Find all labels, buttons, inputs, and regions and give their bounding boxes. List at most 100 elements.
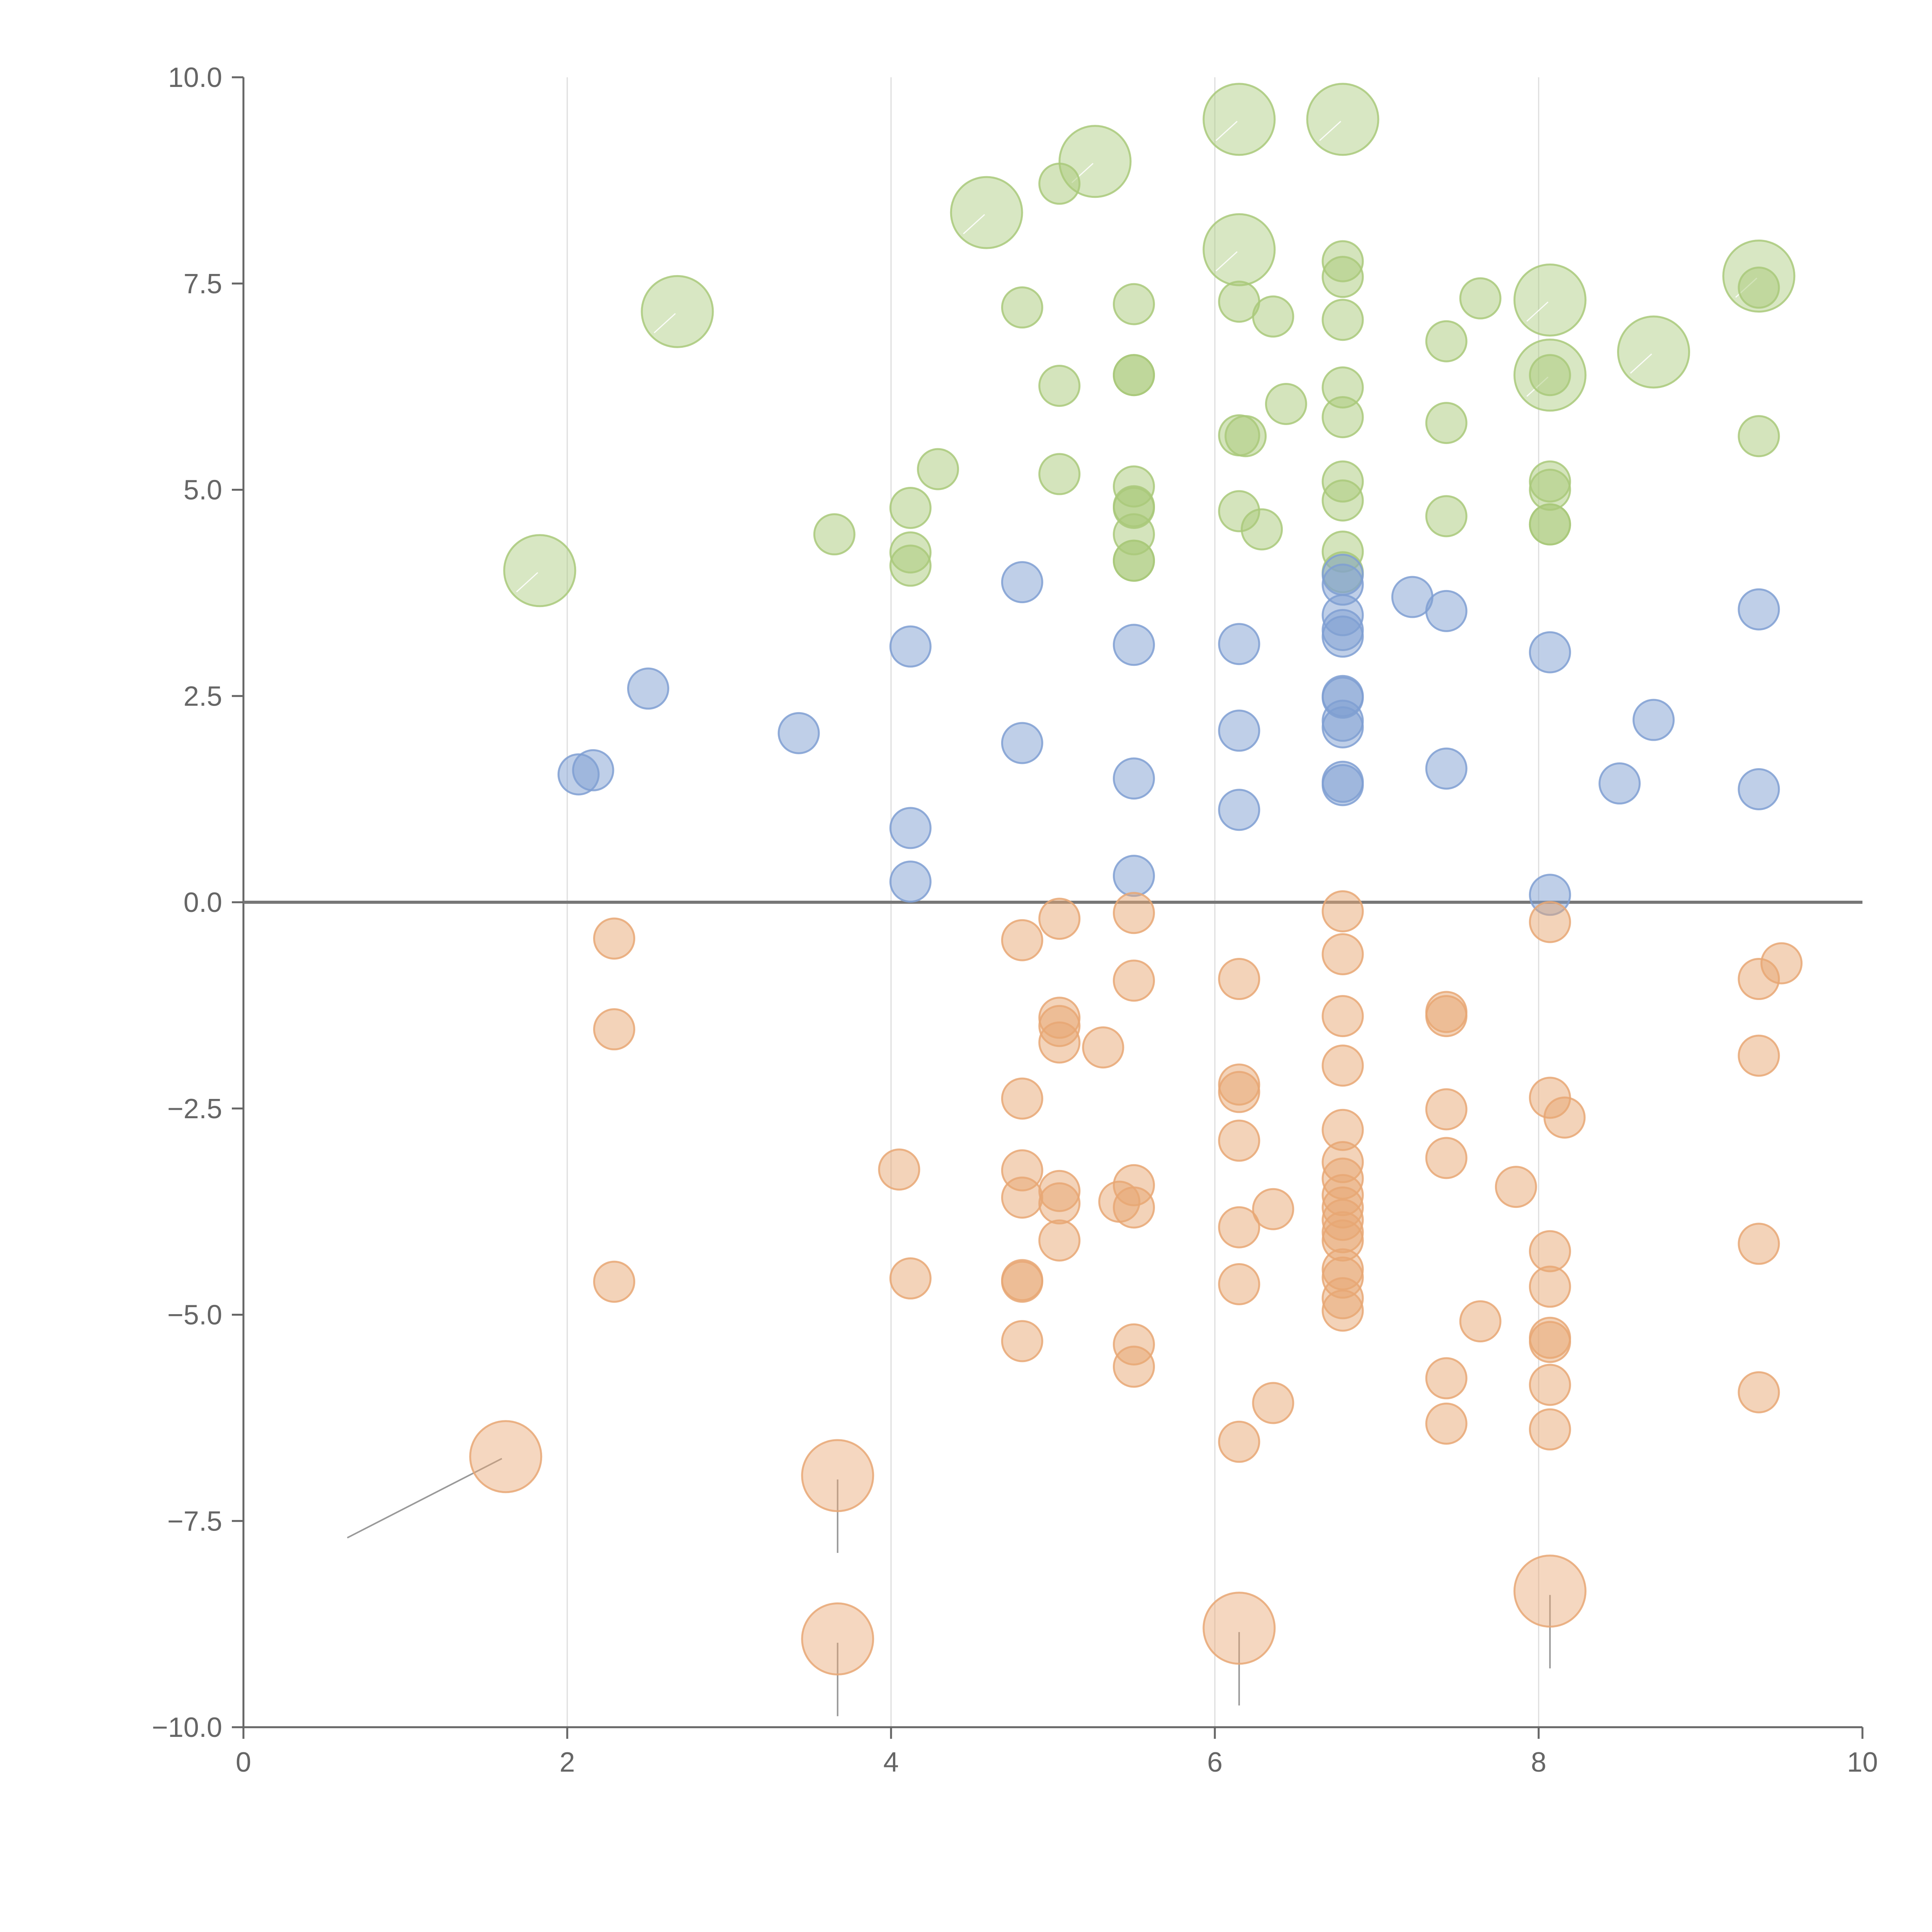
point-negative: [1113, 892, 1155, 934]
point-negative: [1321, 890, 1364, 932]
x-tick-label: 10: [1847, 1747, 1878, 1778]
inner-leader-line: [1215, 251, 1238, 272]
y-tick-label: 7.5: [184, 269, 222, 299]
point-negative: [1529, 1321, 1571, 1363]
point-high: [1529, 503, 1571, 546]
x-tick-label: 2: [560, 1747, 575, 1778]
point-negative: [1218, 958, 1260, 1000]
point-negative: [1252, 1188, 1294, 1230]
large-point-high: [1306, 83, 1379, 156]
point-high: [1038, 453, 1081, 495]
point-high: [1425, 320, 1468, 362]
point-negative: [1038, 1219, 1081, 1262]
point-negative: [1113, 959, 1155, 1002]
large-point-high: [1513, 263, 1587, 337]
point-high: [1321, 396, 1364, 439]
point-negative: [1529, 1230, 1571, 1272]
point-high: [1113, 539, 1155, 582]
inner-leader-line: [516, 572, 538, 592]
large-point-high: [503, 534, 577, 607]
point-low: [1218, 789, 1260, 831]
point-negative: [1738, 1371, 1780, 1413]
y-tick-label: −5.0: [167, 1300, 222, 1331]
point-negative: [1425, 1088, 1468, 1131]
point-negative: [1529, 1408, 1571, 1451]
point-negative: [1082, 1026, 1124, 1069]
point-negative: [889, 1257, 932, 1300]
point-high: [1321, 256, 1364, 298]
point-high: [1321, 479, 1364, 522]
point-high: [1321, 299, 1364, 341]
point-negative: [1218, 1263, 1260, 1306]
point-low: [889, 861, 932, 903]
point-negative: [1495, 1166, 1537, 1208]
point-negative: [1001, 1260, 1043, 1303]
point-negative: [1459, 1300, 1502, 1343]
large-point-high: [1617, 315, 1690, 389]
large-point-high: [1202, 83, 1276, 156]
point-high: [1225, 415, 1267, 457]
point-negative: [1321, 1289, 1364, 1332]
point-low: [1425, 747, 1468, 790]
leader-line: [347, 1458, 502, 1539]
point-negative: [1425, 1402, 1468, 1445]
large-point-high: [950, 176, 1023, 249]
large-point-high: [1202, 213, 1276, 286]
point-negative: [1001, 919, 1043, 961]
point-high: [1738, 266, 1780, 309]
point-high: [1425, 402, 1468, 444]
point-negative: [1218, 1119, 1260, 1162]
point-low: [1321, 706, 1364, 748]
point-negative: [1113, 1186, 1155, 1229]
point-low: [572, 749, 614, 791]
point-negative: [1543, 1096, 1586, 1139]
point-negative: [1321, 995, 1364, 1037]
large-point-negative: [1513, 1554, 1587, 1628]
inner-leader-line: [1526, 301, 1549, 322]
tick-labels: 0 2 4 6 8 10 10.0 7.5 5.0 2.5 0.0 −2.5 −5.0 −7.5 −10.0: [152, 62, 1878, 1778]
point-negative: [1425, 1137, 1468, 1179]
point-low: [889, 807, 932, 849]
point-high: [1425, 495, 1468, 537]
point-high: [889, 544, 932, 587]
inner-leader-line: [1319, 121, 1342, 141]
point-negative: [1529, 901, 1571, 943]
point-negative: [1001, 1077, 1043, 1120]
point-negative: [1218, 1206, 1260, 1248]
point-high: [1529, 354, 1571, 396]
point-high: [1241, 508, 1283, 551]
point-low: [1529, 631, 1571, 673]
point-negative: [1529, 1364, 1571, 1406]
point-low: [1113, 757, 1155, 800]
inner-leader-line: [963, 214, 985, 235]
point-low: [889, 625, 932, 668]
point-low: [1425, 590, 1468, 632]
point-negative: [1038, 1182, 1081, 1225]
x-tick-label: 8: [1531, 1747, 1546, 1778]
point-high: [1252, 295, 1294, 338]
point-negative: [1038, 898, 1081, 940]
point-negative: [1001, 1320, 1043, 1362]
point-high: [1265, 383, 1307, 425]
point-negative: [878, 1148, 920, 1191]
y-tick-label: 0.0: [184, 887, 222, 918]
point-low: [1218, 709, 1260, 752]
point-negative: [1738, 1034, 1780, 1077]
x-tick-label: 4: [883, 1747, 899, 1778]
point-negative: [1321, 933, 1364, 976]
point-low: [1599, 762, 1641, 805]
point-low: [1113, 855, 1155, 897]
point-negative: [1529, 1265, 1571, 1308]
point-negative: [1218, 1071, 1260, 1113]
point-low: [1632, 699, 1675, 741]
leader-lines: [347, 1458, 1551, 1716]
y-tick-label: 5.0: [184, 475, 222, 506]
point-low: [777, 712, 820, 754]
point-high: [1113, 283, 1155, 325]
point-low: [1218, 623, 1260, 665]
point-high: [1459, 277, 1502, 320]
large-point-high: [641, 275, 714, 348]
x-tick-label: 0: [236, 1747, 251, 1778]
